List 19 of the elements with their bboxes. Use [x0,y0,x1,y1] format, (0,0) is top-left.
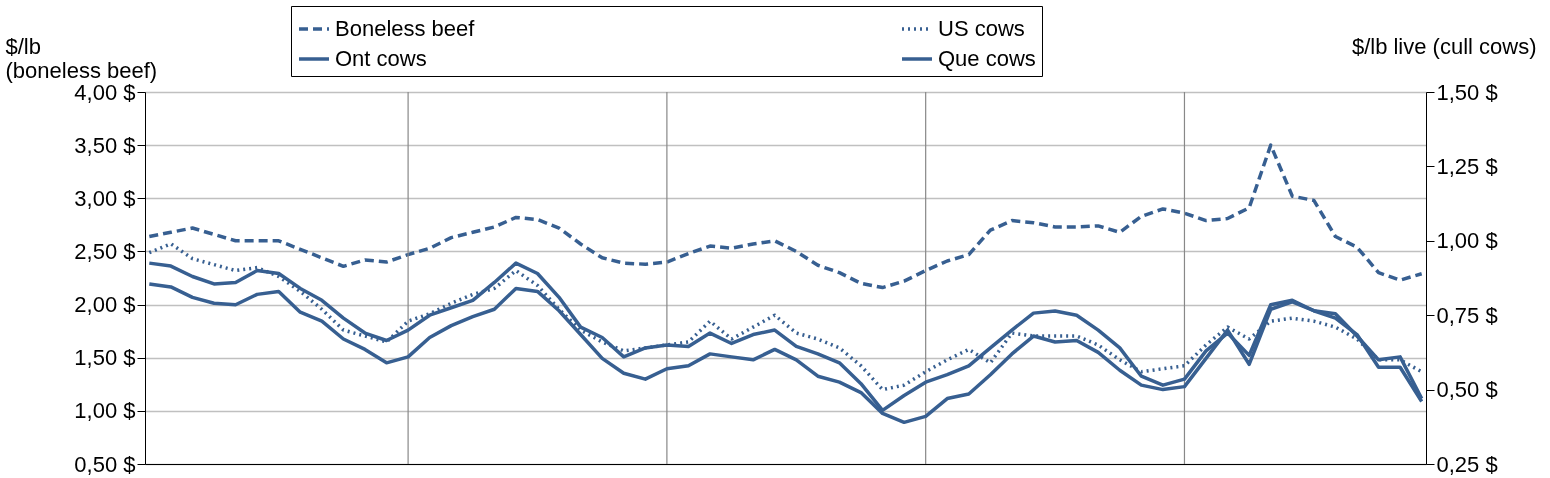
y-tick-label: 1,00 $ [74,398,136,424]
line-series [147,143,1424,290]
legend-label: Boneless beef [335,16,476,41]
y-tick-label: 1,50 $ [74,345,136,371]
legend-label: US cows [938,16,1025,41]
y2-tick-label: 1,00 $ [1436,228,1498,254]
y2-tick-label: 1,25 $ [1436,153,1498,179]
legend-label: Que cows [938,46,1036,71]
y-tick-label: 2,50 $ [74,238,136,264]
y2-tick-label: 0,75 $ [1436,302,1498,328]
legend-label: Ont cows [335,46,427,71]
y2-tick-label: 0,50 $ [1436,377,1498,403]
y2-tick-label: 1,50 $ [1436,79,1498,105]
y-tick-label: 0,50 $ [74,451,136,477]
y-tick-label: 3,00 $ [74,185,136,211]
y-tick-label: 2,00 $ [74,292,136,318]
y2-tick-label: 0,25 $ [1436,451,1498,477]
y-tick-label: 3,50 $ [74,132,136,158]
y2-axis-title: $/lb live (cull cows) [1351,33,1537,59]
